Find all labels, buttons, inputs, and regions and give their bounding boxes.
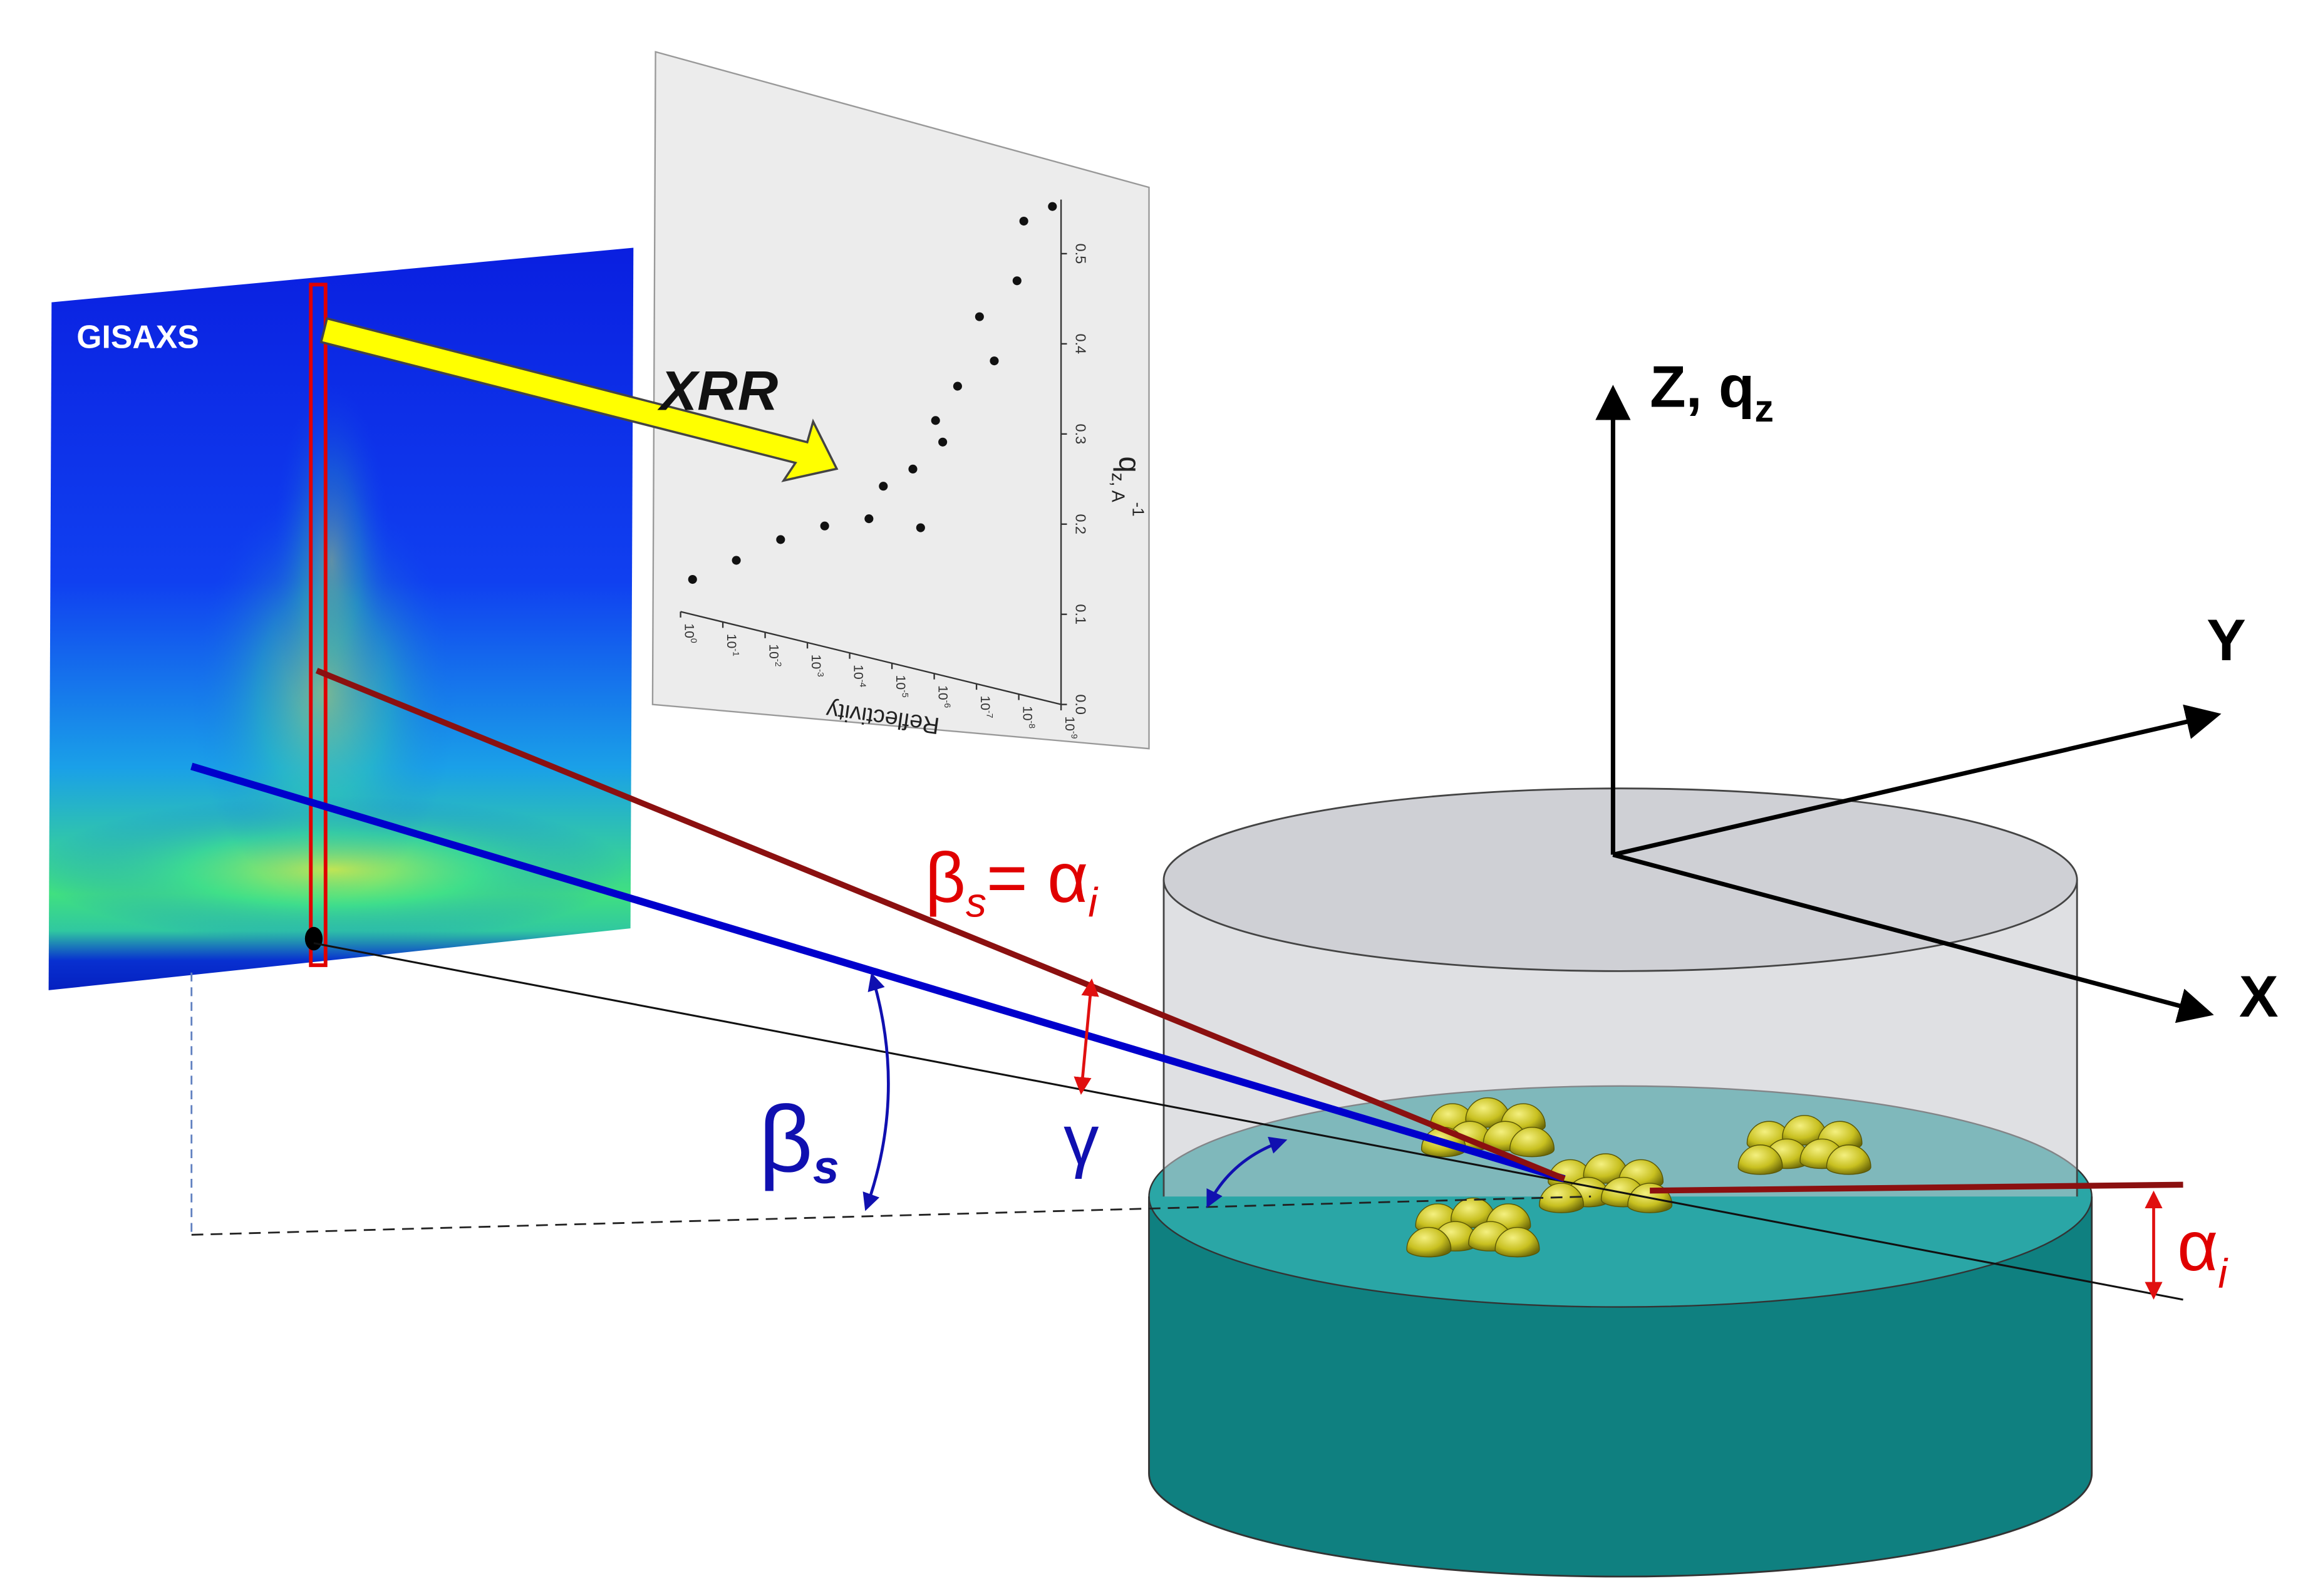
inset-y-tick-label: 10-2: [767, 644, 784, 666]
inset-x-tick-label: 0.3: [1073, 424, 1089, 445]
inset-x-tick-label: 0.4: [1073, 334, 1089, 355]
detector-label: GISAXS: [76, 318, 199, 355]
tick-power: -1: [732, 648, 742, 656]
x-axis-label: X: [2239, 963, 2279, 1029]
data-point: [1012, 276, 1022, 286]
inset-y-tick-label: 10-7: [978, 696, 995, 718]
data-point: [1019, 216, 1028, 226]
dome: [1509, 1127, 1555, 1158]
specular-label: βs= αi: [925, 838, 1099, 926]
tick-base: 10: [767, 644, 781, 659]
inset-x-tick-label: 0.5: [1073, 244, 1089, 264]
dome: [1826, 1144, 1871, 1175]
beta-s-sub: s: [813, 1141, 839, 1193]
tick-power: -9: [1070, 731, 1080, 739]
alpha-sub: i: [1088, 879, 1099, 925]
dome: [1494, 1226, 1540, 1258]
z-axis-label: Z, qz: [1650, 354, 1774, 430]
qz-sup: -1: [1129, 502, 1147, 517]
tick-power: 0: [689, 638, 699, 643]
data-point: [776, 535, 785, 544]
alpha-i-sub: i: [2218, 1250, 2228, 1297]
beta-symbol: β: [925, 838, 966, 917]
data-point: [732, 556, 741, 565]
dome: [1406, 1226, 1452, 1258]
inset-y-tick-label: 10-4: [851, 665, 868, 687]
inset-y-tick-label: 10-3: [809, 655, 826, 677]
y-axis-label: Y: [2207, 607, 2246, 673]
data-point: [916, 523, 925, 532]
tick-power: -6: [943, 700, 953, 708]
tick-base: 10: [1062, 716, 1077, 731]
inset-y-tick-label: 10-8: [1020, 706, 1037, 728]
data-point: [908, 464, 918, 474]
inset-plot: 100 10-1 10-2 10-3 10-4 10-5 10-6 10-7 10-8 10-90…: [680, 199, 1147, 739]
alpha-i-label: αi: [2177, 1206, 2228, 1297]
data-point: [1048, 202, 1057, 211]
gisaxs-detector: GISAXS: [48, 247, 634, 990]
tick-base: 10: [851, 665, 866, 680]
inset-x-tick-label: 0.0: [1073, 694, 1089, 715]
data-point: [820, 521, 829, 531]
tick-power: -4: [858, 680, 868, 688]
inset-x-tick-label: 0.2: [1073, 514, 1089, 534]
data-point: [938, 437, 948, 447]
xrr-arrow: [319, 317, 839, 482]
tick-base: 10: [978, 696, 992, 711]
dome: [1737, 1144, 1783, 1175]
inset-y-tick-label: 10-6: [936, 685, 953, 708]
inset-x-tick-label: 0.1: [1073, 604, 1089, 624]
inset-x-label: qz, A-1: [1109, 456, 1147, 516]
z-label-main: Z, q: [1650, 354, 1754, 420]
beta-main: β: [758, 1086, 813, 1191]
inset-y-tick-label: 100: [682, 623, 699, 643]
tick-base: 10: [682, 623, 696, 638]
tick-base: 10: [1020, 706, 1035, 721]
z-label-sub: z: [1754, 387, 1774, 430]
data-point: [990, 356, 999, 366]
qz-sub: z, A: [1109, 473, 1129, 502]
inset-y-tick-label: 10-5: [893, 675, 910, 698]
alpha-main: α: [2177, 1206, 2218, 1285]
inset-y-tick-label: 10-9: [1062, 716, 1079, 738]
xrr-label: XRR: [657, 359, 779, 422]
tick-base: 10: [893, 675, 908, 690]
coordinate-axes: Z, qz Y X: [1595, 354, 2279, 1029]
data-point: [864, 514, 874, 524]
tick-power: -2: [774, 659, 784, 667]
inset-panel: [651, 51, 1150, 750]
beams: [190, 668, 2183, 1301]
tick-power: -5: [901, 690, 911, 698]
inset-axis: [680, 611, 1062, 705]
tick-power: -8: [1027, 721, 1037, 729]
data-point: [953, 381, 962, 391]
sample-cylinder: [1148, 787, 2093, 1578]
inset-y-tick-label: 10-1: [724, 634, 741, 656]
tick-power: -3: [816, 669, 826, 677]
tick-base: 10: [724, 634, 738, 649]
data-point: [931, 416, 940, 425]
data-point: [688, 574, 697, 584]
gamma-label: γ: [1064, 1100, 1099, 1179]
equals-alpha: = α: [986, 838, 1089, 917]
data-point: [879, 482, 888, 491]
tick-power: -7: [985, 710, 995, 718]
beta-s-label: βs: [758, 1086, 839, 1193]
qz-main: q: [1113, 456, 1146, 472]
tick-base: 10: [936, 685, 950, 700]
data-point: [975, 312, 984, 321]
tick-base: 10: [809, 655, 823, 670]
beta-sub: s: [966, 879, 986, 925]
